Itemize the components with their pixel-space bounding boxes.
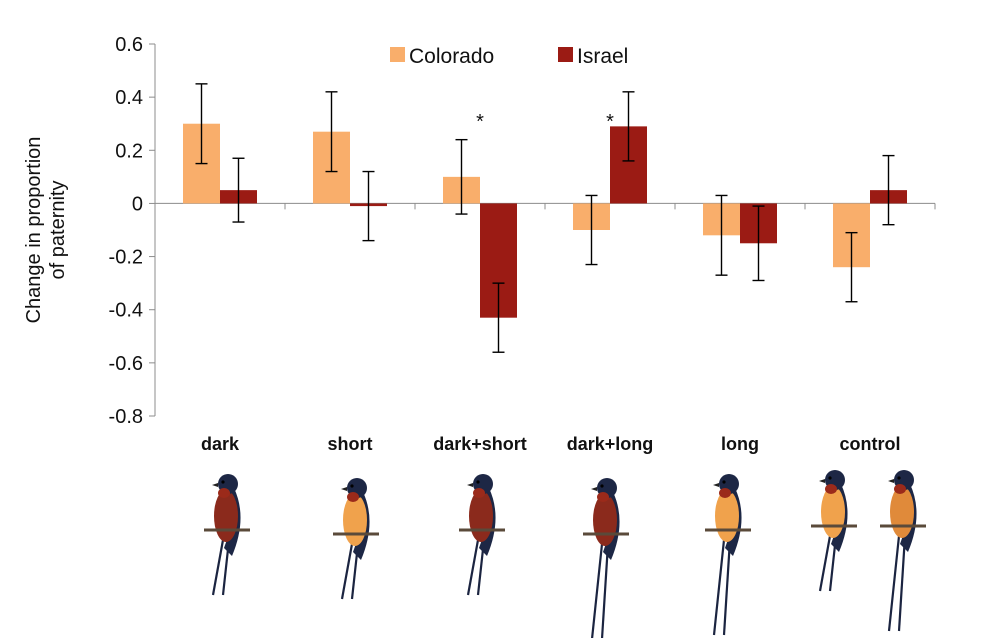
legend-label-colorado: Colorado: [409, 45, 494, 68]
bars: [183, 123, 907, 318]
axes: 0.6 0.4 0.2 0 -0.2 -0.4 -0.6 -0.8 Change in prop…: [23, 34, 936, 428]
legend: Colorado Israel: [390, 45, 628, 68]
swallow-illustration-dark: [204, 474, 250, 596]
category-label-dark+long: dark+long: [567, 434, 654, 454]
swallow-illustrations: [204, 470, 926, 638]
y-axis-title: Change in proportion of paternity: [23, 137, 69, 324]
category-label-dark: dark: [201, 434, 240, 454]
y-tick-label: 0: [132, 193, 143, 215]
y-tick-label: 0.2: [115, 140, 143, 162]
swallow-illustration-dark+long: [583, 478, 629, 638]
error-bars: [195, 83, 895, 353]
category-label-control: control: [840, 434, 901, 454]
swallow-illustration-control: [811, 470, 857, 592]
swallow-illustration-short: [333, 478, 379, 600]
y-tick-label: -0.6: [109, 353, 143, 375]
legend-swatch-colorado: [390, 47, 405, 62]
labels: * * dark short dark+short dark+long long contro…: [201, 111, 901, 454]
category-label-short: short: [328, 434, 373, 454]
category-label-long: long: [721, 434, 759, 454]
swallow-illustration-dark+short: [459, 474, 505, 596]
y-tick-label: -0.8: [109, 406, 143, 428]
y-tick-label: -0.2: [109, 247, 143, 269]
category-label-dark+short: dark+short: [433, 434, 527, 454]
y-tick-label: 0.6: [115, 34, 143, 56]
swallow-illustration-long: [705, 474, 751, 636]
significance-marker: *: [476, 111, 484, 133]
legend-label-israel: Israel: [577, 45, 628, 68]
y-tick-label: -0.4: [109, 300, 143, 322]
significance-marker: *: [606, 111, 614, 133]
swallow-illustration-control-2: [880, 470, 926, 632]
y-tick-label: 0.4: [115, 87, 143, 109]
legend-swatch-israel: [558, 47, 573, 62]
